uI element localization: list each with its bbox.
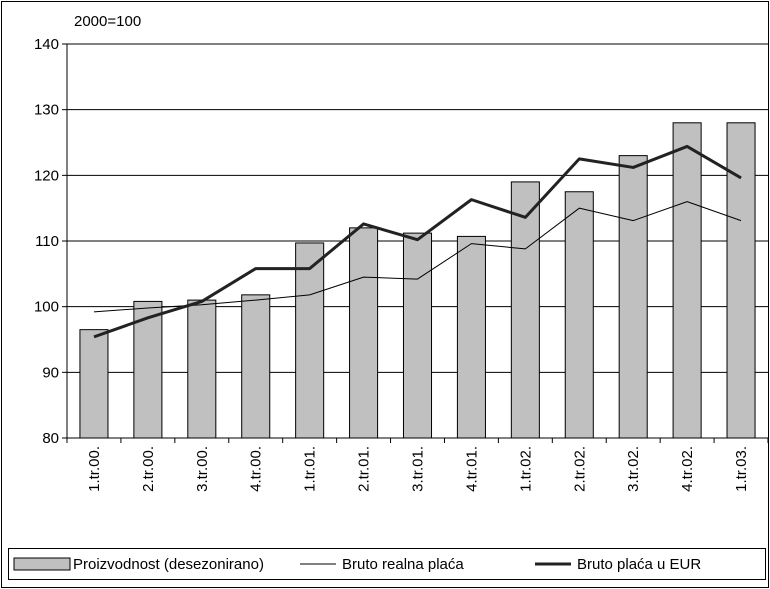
bar xyxy=(187,299,217,439)
legend-label: Bruto realna plaća xyxy=(342,556,464,573)
x-tick-label: 3.tr.01. xyxy=(410,446,427,492)
line xyxy=(93,144,742,339)
x-tick-label: 4.tr.02. xyxy=(679,446,696,492)
bar xyxy=(79,329,109,439)
x-tick-label: 4.tr.00. xyxy=(248,446,265,492)
x-tick-label: 2.tr.02. xyxy=(571,446,588,492)
bar xyxy=(295,242,325,439)
x-tick-label: 3.tr.02. xyxy=(625,446,642,492)
y-tick-label: 110 xyxy=(35,233,59,250)
unit-label: 2000=100 xyxy=(74,13,141,30)
bar xyxy=(349,227,379,439)
x-tick-label: 2.tr.00. xyxy=(140,446,157,492)
bar xyxy=(402,232,433,439)
bar xyxy=(564,191,594,439)
y-tick-label: 90 xyxy=(42,364,59,381)
x-tick-label: 4.tr.01. xyxy=(463,446,480,492)
bar xyxy=(672,122,702,439)
legend-label: Proizvodnost (desezonirano) xyxy=(73,556,264,573)
legend-box xyxy=(8,548,766,580)
legend-label: Bruto plaća u EUR xyxy=(577,556,701,573)
y-tick-label: 80 xyxy=(42,430,59,447)
bar xyxy=(510,181,540,439)
x-tick-label: 1.tr.00. xyxy=(86,446,103,492)
y-tick-label: 140 xyxy=(34,36,59,53)
y-tick-label: 130 xyxy=(34,102,59,119)
x-tick-label: 3.tr.00. xyxy=(194,446,211,492)
x-tick-label: 2.tr.01. xyxy=(356,446,373,492)
x-tick-label: 1.tr.01. xyxy=(302,446,319,492)
bar xyxy=(241,294,271,439)
bar xyxy=(456,235,486,439)
bar xyxy=(726,122,756,439)
bar xyxy=(133,300,163,439)
y-tick-label: 100 xyxy=(34,299,59,316)
x-tick-label: 1.tr.03. xyxy=(733,446,750,492)
x-tick-label: 1.tr.02. xyxy=(517,446,534,492)
line xyxy=(93,201,742,313)
legend-swatch xyxy=(13,557,71,571)
bar xyxy=(618,155,648,439)
y-tick-label: 120 xyxy=(34,167,59,184)
